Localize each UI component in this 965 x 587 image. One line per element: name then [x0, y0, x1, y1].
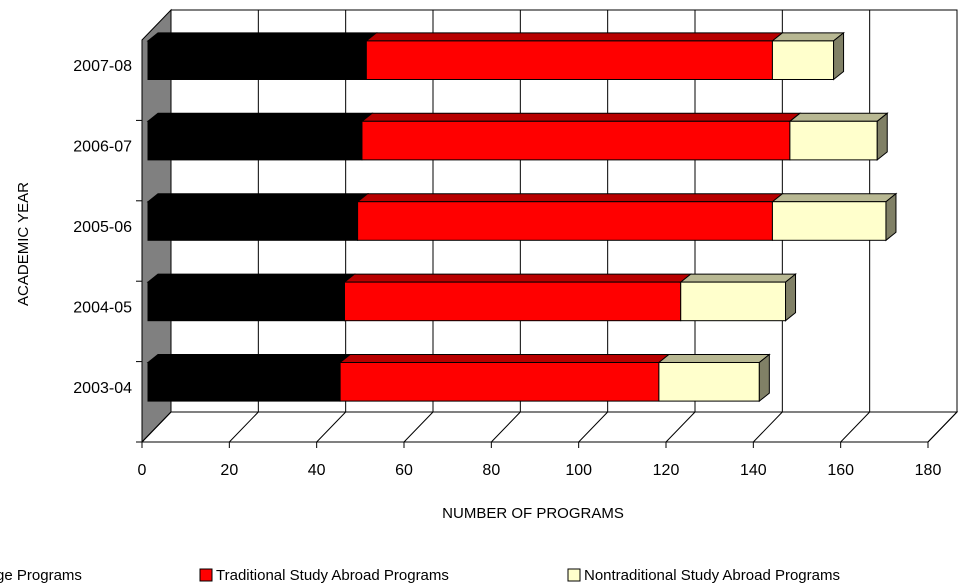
bar-top-face: [771, 193, 898, 203]
bar-top-face: [356, 193, 784, 203]
bar-segment: [147, 201, 359, 241]
floor-gridline: [490, 411, 521, 443]
floor-gridline: [665, 411, 696, 443]
bar-top-face: [146, 112, 374, 122]
bar-end-face: [785, 273, 797, 322]
bar-segment: [344, 281, 682, 322]
bar-top-face: [657, 354, 771, 364]
y-tick-label: 2007-08: [73, 58, 132, 75]
bar-segment: [147, 362, 341, 402]
bar-segment: [365, 40, 773, 80]
bar-top-face: [788, 112, 889, 122]
floor-gridline: [316, 411, 347, 443]
floor-gridline: [578, 411, 609, 443]
legend-swatch: [567, 568, 581, 582]
bar-segment: [147, 120, 363, 161]
x-tick-label: 100: [565, 462, 592, 479]
x-tick-label: 120: [653, 462, 680, 479]
plot-floor: [140, 411, 959, 443]
legend: Exchange Programs Traditional Study Abroa…: [0, 567, 840, 584]
bar-top-face: [146, 273, 356, 283]
bar-segment: [357, 201, 773, 241]
x-axis-title: NUMBER OF PROGRAMS: [442, 505, 624, 522]
bar-top-face: [338, 354, 671, 364]
bar-top-face: [360, 112, 802, 122]
bars: [146, 31, 898, 403]
bar-segment: [680, 281, 787, 322]
bar-top-face: [146, 32, 378, 42]
y-axis-ticks: 2003-04 2004-05 2005-06 2006-07 2007-08: [73, 58, 142, 443]
y-tick-label: 2003-04: [73, 380, 132, 397]
bar-end-face: [876, 112, 888, 161]
bar-segment: [361, 120, 791, 161]
x-tick-label: 180: [915, 462, 942, 479]
bar-top-face: [679, 273, 797, 283]
bar-segment: [771, 40, 835, 80]
bar-segment: [789, 120, 878, 161]
bar-segment: [339, 362, 660, 402]
x-axis-ticks: 0 20 40 60 80 100 120 140 160 180: [138, 441, 942, 479]
x-tick-label: 0: [138, 462, 147, 479]
floor-gridline: [840, 411, 871, 443]
floor-gridline: [752, 411, 783, 443]
legend-swatch: [199, 568, 213, 582]
bar-top-face: [343, 273, 693, 283]
x-tick-label: 20: [220, 462, 238, 479]
floor-gridline: [228, 411, 259, 443]
bar-segment: [147, 40, 367, 80]
bar-segment: [147, 281, 345, 322]
x-tick-label: 40: [308, 462, 326, 479]
legend-label: Nontraditional Study Abroad Programs: [584, 567, 840, 584]
bar-top-face: [771, 32, 845, 42]
y-axis-title: ACADEMIC YEAR: [15, 182, 32, 306]
floor-panel: [140, 411, 959, 443]
bar-top-face: [364, 32, 784, 42]
x-tick-label: 140: [740, 462, 767, 479]
y-tick-label: 2004-05: [73, 299, 132, 316]
x-tick-label: 80: [482, 462, 500, 479]
floor-gridline: [403, 411, 434, 443]
bar-end-face: [758, 353, 770, 403]
bar-end-face: [885, 192, 897, 242]
legend-label: Exchange Programs: [0, 567, 82, 584]
floor-gridline: [141, 411, 172, 443]
bar-top-face: [146, 193, 370, 203]
bar-segment: [771, 201, 887, 241]
x-tick-label: 160: [827, 462, 854, 479]
y-tick-label: 2005-06: [73, 219, 132, 236]
bar-top-face: [146, 354, 352, 364]
x-tick-label: 60: [395, 462, 413, 479]
floor-gridline: [927, 411, 958, 443]
y-tick-label: 2006-07: [73, 139, 132, 156]
bar-end-face: [833, 31, 845, 81]
bar-segment: [658, 362, 760, 402]
legend-label: Traditional Study Abroad Programs: [216, 567, 449, 584]
